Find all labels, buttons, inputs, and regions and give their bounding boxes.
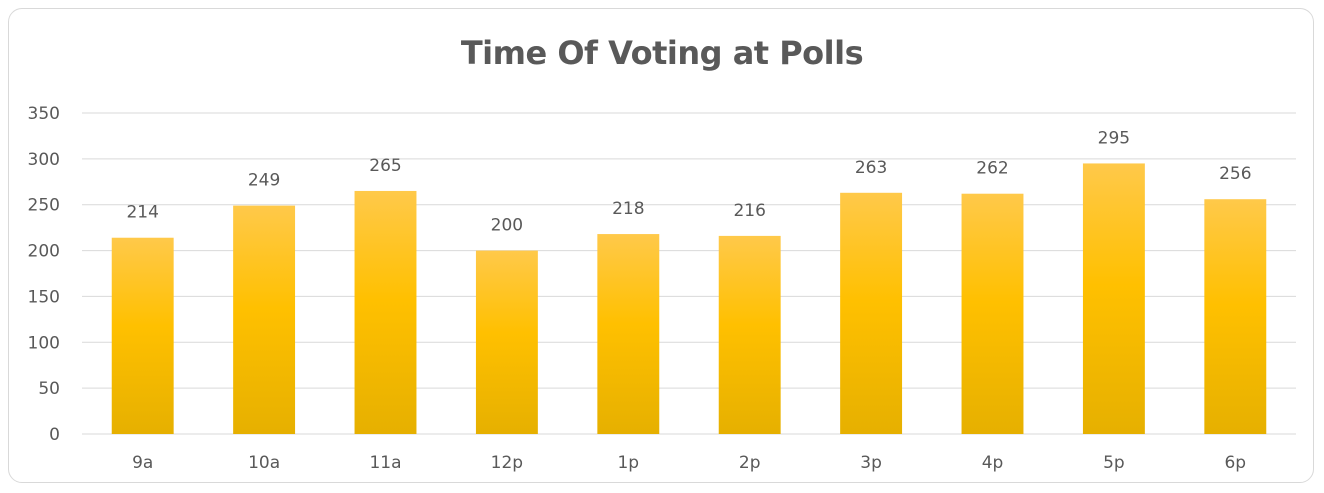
data-label-1p: 218 [612,199,644,219]
bar-12p [475,250,538,434]
y-tick-label: 200 [28,242,60,262]
bar-5p [1082,163,1145,434]
data-label-3p: 263 [855,158,887,178]
bar-1p [597,234,660,434]
bar-4p [961,193,1024,434]
y-tick-label: 50 [38,379,60,399]
data-label-4p: 262 [976,159,1008,179]
y-tick-label: 150 [28,287,60,307]
bar-9a [111,237,174,434]
x-axis: 9a 10a 11a 12p 1p 2p 3p 4p 5p 6p [132,453,1246,473]
x-tick-label-4p: 4p [982,453,1004,473]
data-label-10a: 249 [248,171,280,191]
bar-6p [1204,199,1267,434]
data-labels: 214 249 265 200 218 216 263 262 295 256 [126,128,1251,235]
bar-10a [233,205,296,434]
bar-3p [840,192,903,434]
x-tick-label-12p: 12p [491,453,523,473]
x-tick-label-2p: 2p [739,453,761,473]
bar-2p [718,235,781,434]
x-tick-label-10a: 10a [248,453,280,473]
data-label-6p: 256 [1219,164,1251,184]
x-tick-label-9a: 9a [132,453,153,473]
y-tick-label: 0 [49,425,60,445]
data-label-5p: 295 [1098,128,1130,148]
y-tick-label: 100 [28,333,60,353]
x-tick-label-11a: 11a [369,453,401,473]
data-label-2p: 216 [733,201,765,221]
data-label-11a: 265 [369,156,401,176]
bar-11a [354,190,417,434]
bars [111,163,1267,434]
y-axis: 0 50 100 150 200 250 300 350 [28,104,60,445]
data-label-12p: 200 [491,216,523,236]
x-tick-label-1p: 1p [617,453,639,473]
x-tick-label-6p: 6p [1224,453,1246,473]
x-tick-label-5p: 5p [1103,453,1125,473]
data-label-9a: 214 [126,203,158,223]
y-tick-label: 250 [28,196,60,216]
chart-title: Time Of Voting at Polls [460,34,864,72]
y-tick-label: 300 [28,150,60,170]
y-tick-label: 350 [28,104,60,124]
x-tick-label-3p: 3p [860,453,882,473]
